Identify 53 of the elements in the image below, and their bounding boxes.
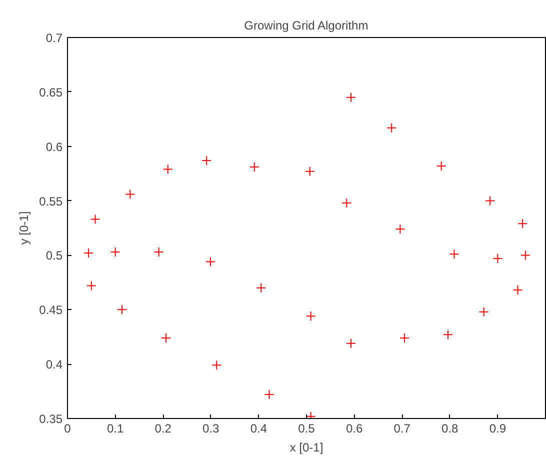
point (249, 162, 260, 172)
x-tick-label: 0 (64, 422, 72, 436)
point (492, 253, 503, 264)
y-axis-title: y [0-1] (17, 211, 32, 245)
point (520, 250, 530, 260)
point (154, 246, 164, 257)
y-tick-label: 0.45 (39, 303, 63, 318)
point (386, 122, 397, 133)
x-tick-label: 0.9 (489, 422, 506, 436)
point (442, 330, 453, 340)
x-tick-label: 0.3 (202, 422, 220, 436)
point (306, 311, 316, 322)
point (304, 166, 315, 176)
point (160, 332, 171, 343)
point (449, 249, 460, 260)
point (202, 156, 212, 166)
point (205, 256, 216, 267)
y-tick-label: 0.55 (39, 194, 63, 208)
point (436, 160, 446, 171)
point (512, 285, 523, 296)
x-tick-label: 0.5 (298, 422, 316, 436)
x-tick-label: 0.6 (346, 422, 363, 436)
point (125, 189, 136, 200)
y-tick-label: 0.7 (46, 31, 63, 45)
point (162, 164, 173, 174)
x-tick-label: 0.2 (154, 422, 172, 436)
y-tick-label: 0.6 (46, 140, 63, 154)
point (110, 246, 120, 257)
x-tick-label: 0.4 (250, 422, 268, 436)
x-tick-label: 0.8 (442, 422, 459, 436)
point (518, 218, 528, 229)
y-tick-label: 0.4 (46, 358, 63, 372)
point (116, 304, 127, 315)
point (346, 92, 356, 102)
y-tick-label: 0.35 (39, 412, 63, 426)
point (86, 280, 96, 291)
point (342, 198, 352, 208)
point (256, 282, 266, 293)
point (84, 248, 94, 258)
x-tick-label: 0.1 (106, 422, 124, 436)
point (395, 224, 406, 234)
point (478, 306, 489, 317)
y-tick-label: 0.65 (39, 85, 63, 100)
x-tick-label: 0.7 (394, 422, 411, 436)
point (264, 390, 274, 400)
point (485, 196, 496, 206)
point (212, 360, 222, 370)
chart-title: Growing Grid Algorithm (244, 18, 368, 32)
point (346, 338, 356, 348)
point (90, 214, 100, 224)
point (399, 332, 410, 343)
y-tick-label: 0.5 (46, 248, 63, 263)
x-axis-title: x [0-1] (290, 440, 324, 454)
